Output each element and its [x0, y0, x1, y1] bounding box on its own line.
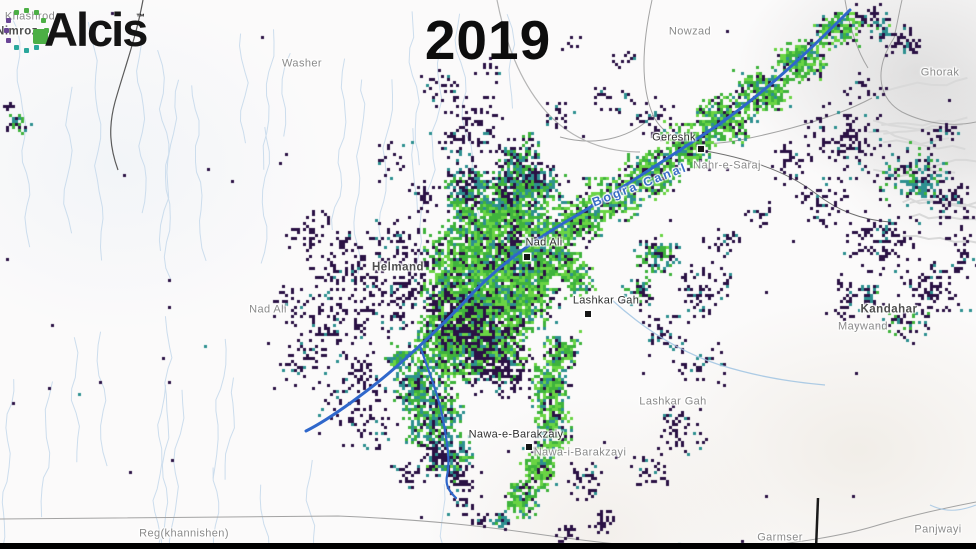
map-label-lashkar-gah: Lashkar Gah — [572, 294, 640, 307]
logo-dot — [6, 17, 12, 23]
map-label-nawa-i-barakzayi: Nawa-i-Barakzayi — [533, 446, 627, 459]
map-label-nawa-e-barakzaiy: Nawa-e-Barakzaiy — [468, 428, 564, 441]
map-label-panjwayi: Panjwayi — [914, 523, 962, 536]
logo-dot — [13, 44, 19, 50]
map-label-nahr-e-saraj: Nahr-e-Saraj — [693, 159, 761, 172]
map-label-nad-ali: Nad Ali — [525, 236, 563, 249]
map-label-reg-khannishen: Reg(khannishen) — [139, 527, 229, 540]
helmand-river-south-line — [418, 344, 458, 500]
town-marker-lashkar-gah — [585, 311, 591, 317]
town-marker-nawa-e-barakzaiy — [526, 444, 532, 450]
letterbox-bar — [0, 543, 976, 549]
map-label-garmser: Garmser — [757, 531, 803, 544]
logo-dot — [40, 17, 46, 23]
logo-dot — [6, 37, 12, 43]
year-title: 2019 — [424, 9, 552, 71]
town-marker-gereshk — [698, 146, 704, 152]
logo-dot — [33, 10, 39, 16]
map-label-nimroz: Nimroz — [0, 25, 38, 38]
logo-dot — [33, 44, 39, 50]
alcis-logo-trademark: ™ — [136, 12, 145, 22]
map-label-washer: Washer — [282, 57, 322, 70]
map-label-helmand: Helmand — [371, 261, 425, 274]
map-label-nowzad: Nowzad — [668, 25, 712, 38]
logo-dot — [23, 7, 29, 13]
map-label-lashkar-gah: Lashkar Gah — [639, 395, 707, 408]
logo-square — [33, 29, 48, 44]
map-label-khashrod: Khashrod — [4, 10, 56, 23]
map-label-ghorak: Ghorak — [920, 66, 960, 79]
map-label-kandahar: Kandahar — [860, 303, 918, 316]
alcis-logo: Alcis ™ — [0, 0, 170, 70]
town-marker-nad-ali — [524, 254, 530, 260]
map-label-maywand: Maywand — [838, 320, 888, 333]
logo-dot — [23, 47, 29, 53]
boghra-canal-line — [304, 8, 852, 433]
map-label-bogra-canal: Bogra Canal — [590, 160, 690, 210]
stream-bottom-right — [929, 504, 976, 511]
alcis-logo-text: Alcis — [44, 3, 148, 56]
map-label-nad-ali: Nad Ali — [249, 303, 287, 316]
river-southeast-line — [611, 299, 826, 386]
logo-dot — [13, 10, 19, 16]
map-label-gereshk: Gereshk — [652, 131, 696, 144]
logo-dot — [3, 27, 9, 33]
